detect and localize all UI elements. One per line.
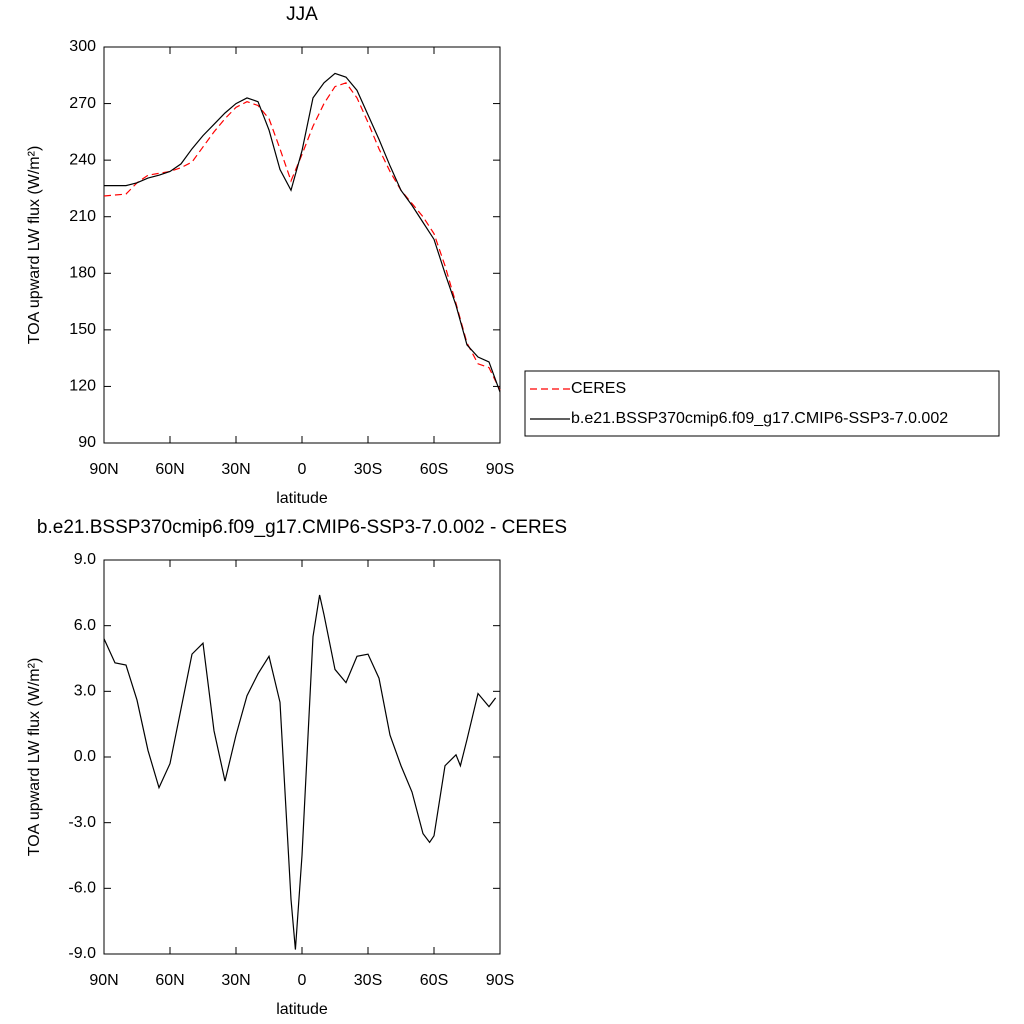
y-tick-label: -6.0 bbox=[68, 880, 96, 897]
chart-title: b.e21.BSSP370cmip6.f09_g17.CMIP6-SSP3-7.… bbox=[37, 517, 567, 538]
x-tick-label: 30N bbox=[221, 972, 250, 989]
y-tick-label: 0.0 bbox=[74, 748, 96, 765]
y-axis-title: TOA upward LW flux (W/m²) bbox=[26, 146, 43, 345]
y-tick-label: 210 bbox=[69, 208, 96, 225]
x-tick-label: 30S bbox=[354, 461, 382, 478]
plot-frame bbox=[103, 46, 501, 444]
legend-box bbox=[524, 370, 1000, 437]
x-tick-label: 60N bbox=[155, 972, 184, 989]
x-tick-label: 90S bbox=[486, 461, 514, 478]
x-tick-label: 90N bbox=[89, 972, 118, 989]
y-tick-label: 270 bbox=[69, 95, 96, 112]
y-tick-label: -3.0 bbox=[68, 814, 96, 831]
y-tick-label: -9.0 bbox=[68, 945, 96, 962]
legend: CERES b.e21.BSSP370cmip6.f09_g17.CMIP6-SS… bbox=[524, 370, 1000, 437]
x-axis-title: latitude bbox=[276, 1001, 328, 1018]
plot-frame bbox=[103, 559, 501, 955]
x-tick-label: 90N bbox=[89, 461, 118, 478]
y-axis-title: TOA upward LW flux (W/m²) bbox=[26, 658, 43, 857]
y-tick-label: 180 bbox=[69, 265, 96, 282]
data-line bbox=[103, 594, 497, 950]
y-tick-label: 240 bbox=[69, 151, 96, 168]
chart-title: JJA bbox=[286, 4, 318, 25]
data-line bbox=[104, 72, 501, 393]
y-tick-label: 90 bbox=[78, 434, 96, 451]
x-tick-label: 90S bbox=[486, 972, 514, 989]
x-tick-label: 60S bbox=[420, 461, 448, 478]
y-tick-label: 120 bbox=[69, 378, 96, 395]
y-tick-label: 6.0 bbox=[74, 617, 96, 634]
y-tick-label: 300 bbox=[69, 38, 96, 55]
y-tick-label: 9.0 bbox=[74, 551, 96, 568]
x-tick-label: 0 bbox=[298, 461, 307, 478]
data-line bbox=[103, 82, 501, 391]
x-tick-label: 60S bbox=[420, 972, 448, 989]
x-tick-label: 0 bbox=[298, 972, 307, 989]
x-tick-label: 60N bbox=[155, 461, 184, 478]
y-tick-label: 3.0 bbox=[74, 683, 96, 700]
x-axis-title: latitude bbox=[276, 490, 328, 507]
y-tick-label: 150 bbox=[69, 321, 96, 338]
legend-label: CERES bbox=[571, 380, 626, 397]
legend-label: b.e21.BSSP370cmip6.f09_g17.CMIP6-SSP3-7.… bbox=[571, 410, 948, 427]
x-tick-label: 30S bbox=[354, 972, 382, 989]
x-tick-label: 30N bbox=[221, 461, 250, 478]
